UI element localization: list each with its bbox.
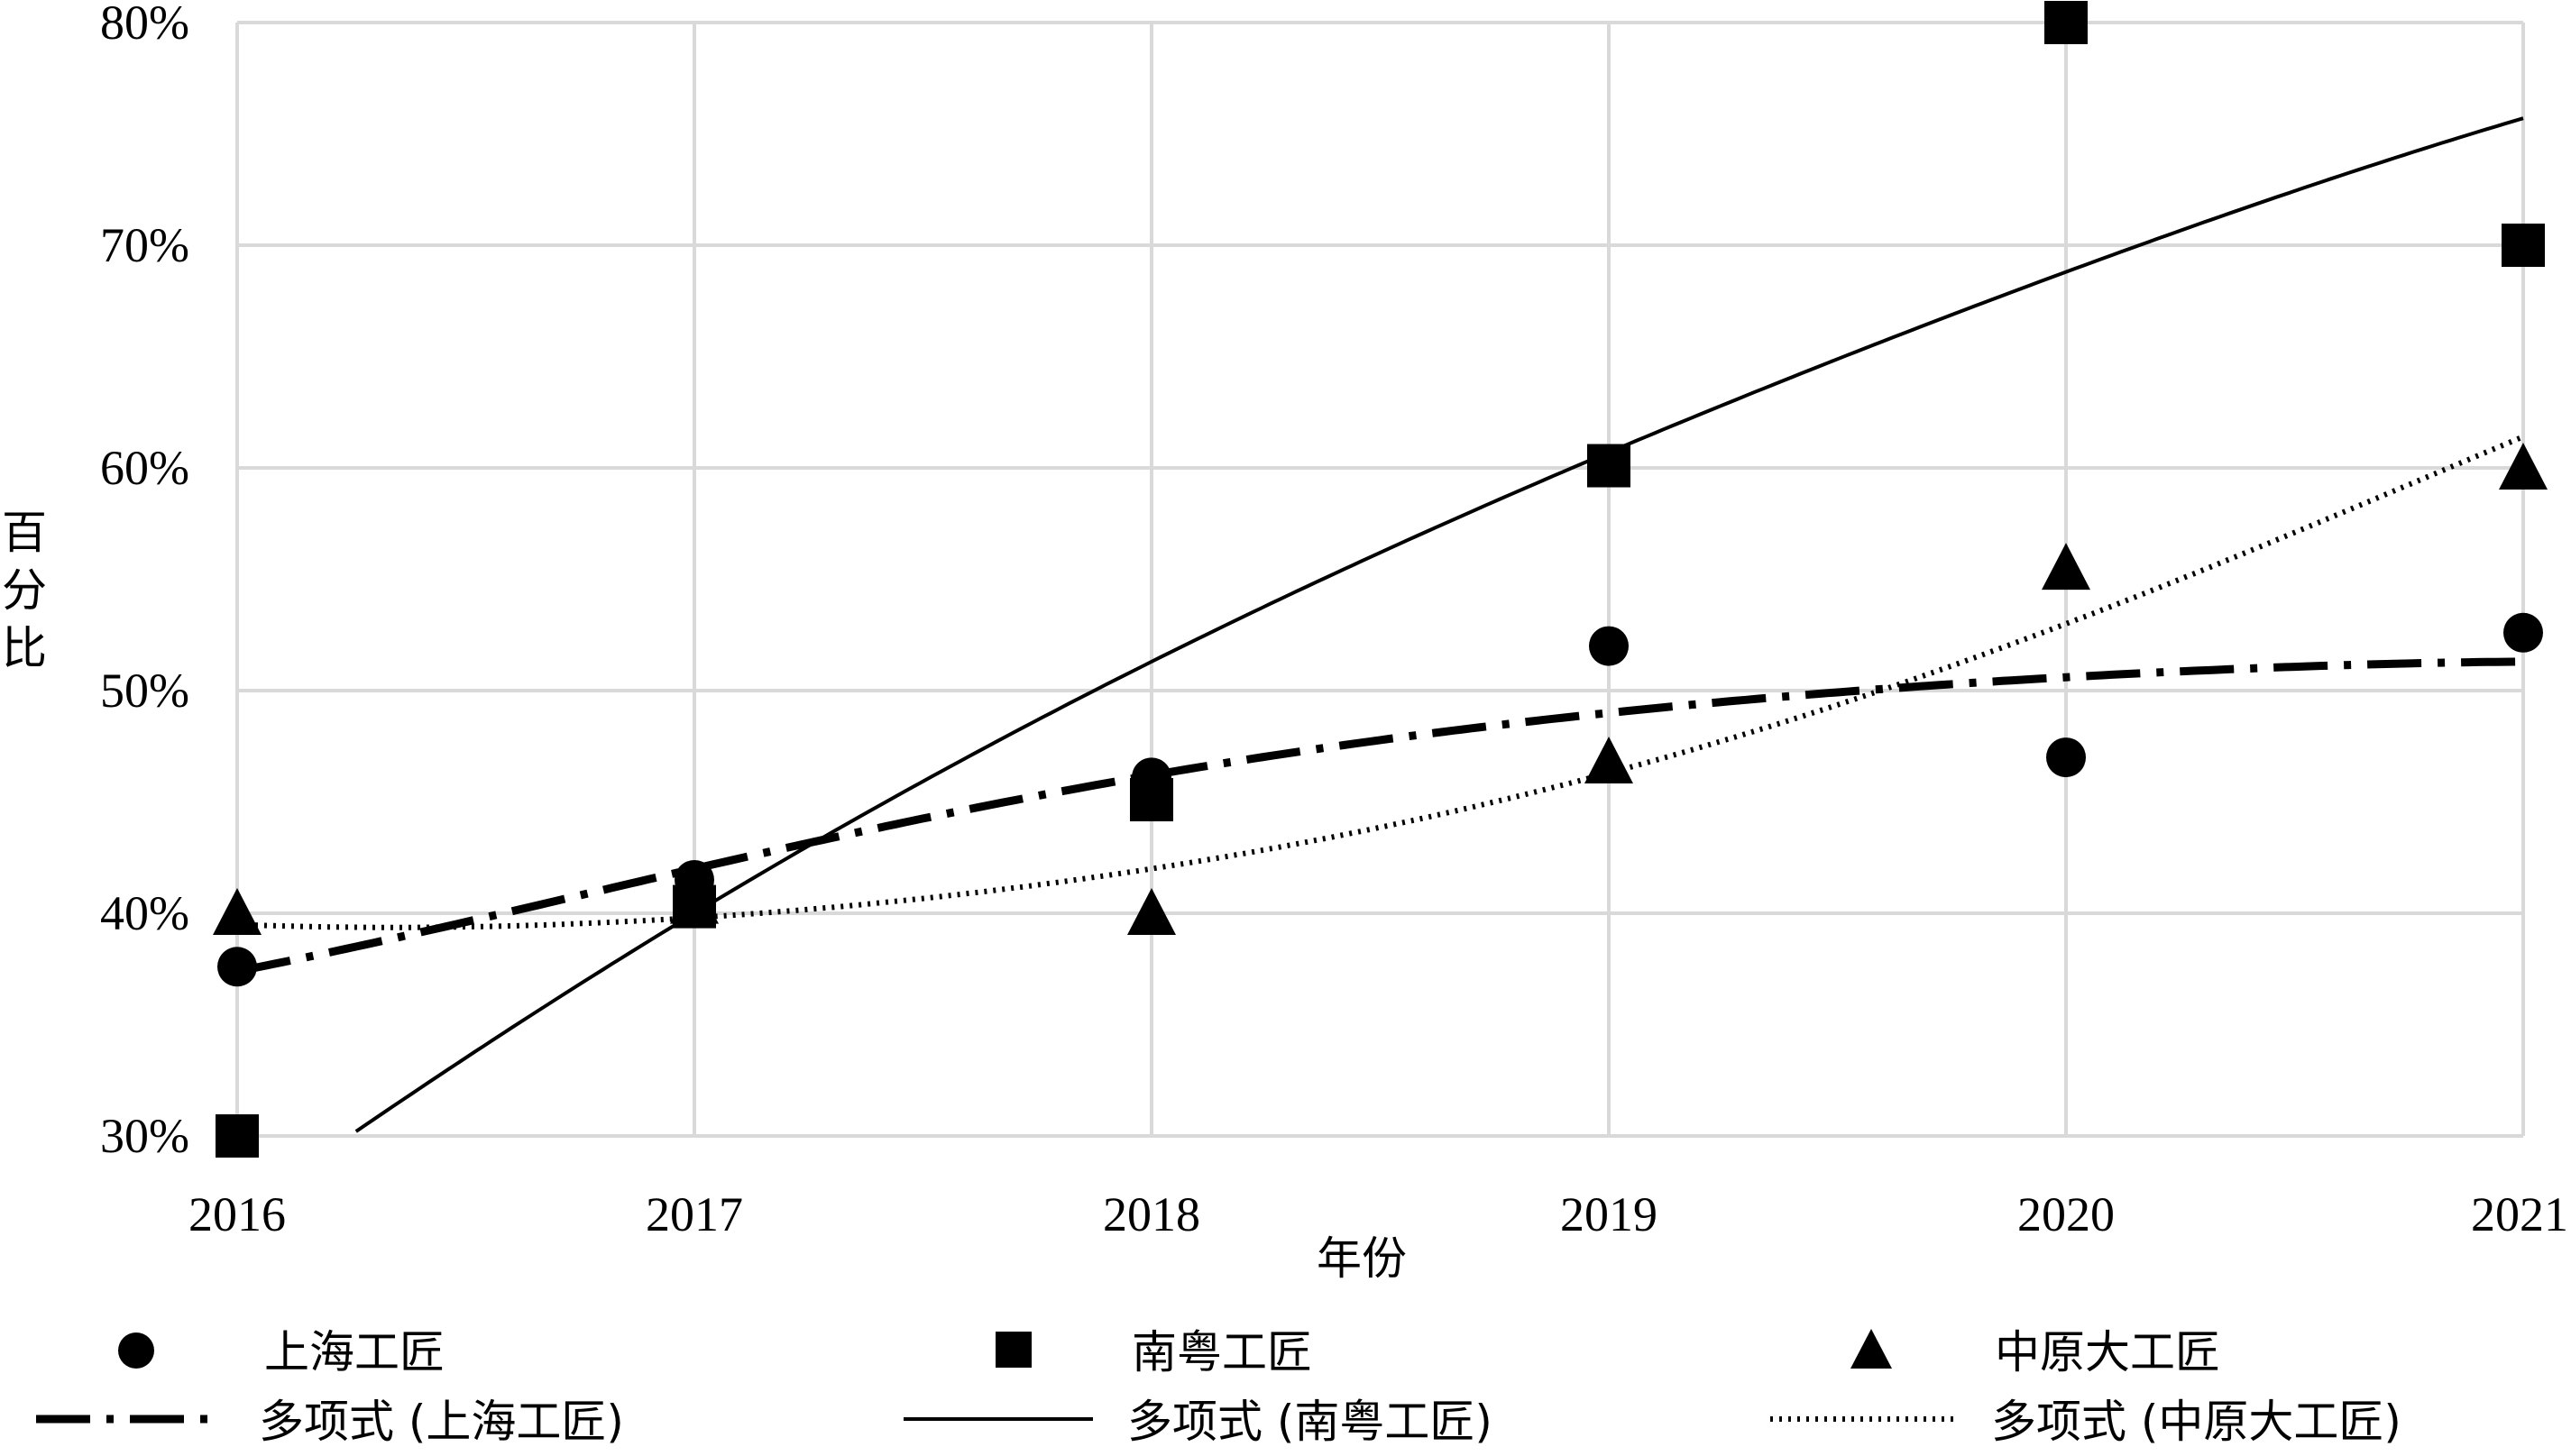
legend-label-zhongyuan: 中原大工匠 xyxy=(1995,1326,2220,1378)
trendlines xyxy=(236,116,2525,1133)
trendline-shanghai xyxy=(236,657,2524,975)
point-square xyxy=(216,1114,259,1158)
x-tick-label: 2016 xyxy=(188,1187,286,1241)
legend-triangle-icon xyxy=(1850,1329,1892,1369)
x-tick-labels: 2016 2017 2018 2019 2020 2021 xyxy=(188,1187,2568,1241)
x-axis-title: 年份 xyxy=(1317,1232,1407,1285)
point-triangle xyxy=(2042,543,2090,591)
legend-label-trend-zhongyuan: 多项式 (中原大工匠) xyxy=(1991,1396,2401,1448)
legend-item-shanghai: 上海工匠 xyxy=(118,1326,445,1378)
x-tick-label: 2021 xyxy=(2471,1187,2568,1241)
data-markers xyxy=(213,1,2548,1158)
legend-square-icon xyxy=(996,1332,1032,1368)
trendline-zhongyuan xyxy=(236,434,2525,930)
x-tick-label: 2018 xyxy=(1103,1187,1200,1241)
point-circle xyxy=(1589,626,1629,666)
legend-item-zhongyuan: 中原大工匠 xyxy=(1850,1326,2220,1378)
legend-label-trend-nanyue: 多项式 (南粤工匠) xyxy=(1127,1396,1492,1448)
x-tick-label: 2017 xyxy=(646,1187,743,1241)
point-circle xyxy=(217,947,257,987)
y-axis-title-char: 比 xyxy=(2,622,47,674)
y-tick-label: 60% xyxy=(100,441,189,495)
trendline-nanyue xyxy=(354,116,2524,1133)
y-tick-label: 80% xyxy=(100,0,189,50)
y-tick-label: 70% xyxy=(100,218,189,272)
legend-item-trend-zhongyuan: 多项式 (中原大工匠) xyxy=(1770,1396,2401,1448)
grid xyxy=(235,21,2525,1138)
y-tick-label: 30% xyxy=(100,1109,189,1163)
legend-label-nanyue: 南粤工匠 xyxy=(1132,1326,1312,1378)
point-square xyxy=(1130,778,1173,822)
y-tick-labels: 30% 40% 50% 60% 70% 80% xyxy=(100,0,189,1163)
legend-item-trend-nanyue: 多项式 (南粤工匠) xyxy=(904,1396,1492,1448)
point-triangle xyxy=(1127,888,1176,935)
legend-item-nanyue: 南粤工匠 xyxy=(996,1326,1312,1378)
point-square xyxy=(2044,1,2088,44)
y-tick-label: 40% xyxy=(100,886,189,940)
y-tick-label: 50% xyxy=(100,664,189,718)
legend-label-shanghai: 上海工匠 xyxy=(264,1326,445,1378)
y-axis-title: 百分比 xyxy=(2,507,47,674)
point-triangle xyxy=(213,888,262,935)
legend-circle-icon xyxy=(118,1332,154,1369)
point-square xyxy=(2502,224,2545,267)
y-axis-title-char: 分 xyxy=(2,564,47,617)
point-triangle xyxy=(2499,443,2548,490)
point-square xyxy=(1587,444,1630,488)
point-triangle xyxy=(670,876,719,924)
point-circle xyxy=(2503,612,2543,653)
x-tick-label: 2020 xyxy=(2017,1187,2115,1241)
legend-item-trend-shanghai: 多项式 (上海工匠) xyxy=(36,1396,624,1448)
legend-label-trend-shanghai: 多项式 (上海工匠) xyxy=(259,1396,624,1448)
x-tick-label: 2019 xyxy=(1560,1187,1657,1241)
point-circle xyxy=(2046,737,2086,778)
y-axis-title-char: 百 xyxy=(2,507,47,559)
legend: 上海工匠 南粤工匠 中原大工匠 多项式 (上海工匠) 多项式 (南粤工匠) 多项… xyxy=(36,1326,2401,1448)
point-triangle xyxy=(1584,737,1633,784)
